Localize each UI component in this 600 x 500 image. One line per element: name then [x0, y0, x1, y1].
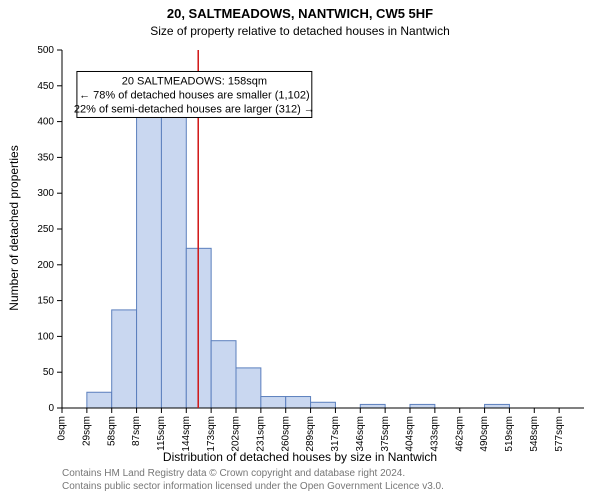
histogram-bar — [485, 404, 510, 408]
x-tick-label: 433sqm — [429, 416, 440, 452]
histogram-bar — [112, 310, 137, 408]
y-tick-label: 400 — [37, 117, 54, 128]
histogram-bar — [161, 111, 186, 408]
histogram-bar — [311, 402, 336, 408]
y-tick-label: 450 — [37, 81, 54, 92]
histogram-bar — [286, 397, 311, 408]
annotation-line-3: 22% of semi-detached houses are larger (… — [74, 103, 315, 115]
annotation-line-1: 20 SALTMEADOWS: 158sqm — [122, 75, 267, 87]
x-tick-label: 375sqm — [380, 416, 391, 452]
histogram-bar — [261, 397, 286, 408]
x-tick-label: 0sqm — [57, 416, 68, 440]
x-tick-label: 58sqm — [106, 416, 117, 446]
histogram-bar — [137, 112, 162, 408]
footer-line-2: Contains public sector information licen… — [62, 481, 444, 494]
x-tick-label: 289sqm — [305, 416, 316, 452]
histogram-bar — [211, 341, 236, 408]
footer-line-1: Contains HM Land Registry data © Crown c… — [62, 468, 444, 481]
y-tick-label: 350 — [37, 152, 54, 163]
x-tick-label: 577sqm — [554, 416, 565, 452]
x-tick-label: 144sqm — [181, 416, 192, 452]
y-tick-label: 100 — [37, 331, 54, 342]
y-tick-label: 500 — [37, 45, 54, 56]
x-tick-label: 346sqm — [355, 416, 366, 452]
y-tick-label: 50 — [43, 367, 55, 378]
x-tick-label: 490sqm — [479, 416, 490, 452]
x-tick-label: 231sqm — [255, 416, 266, 452]
histogram-bar — [410, 404, 435, 408]
y-tick-label: 150 — [37, 296, 54, 307]
x-tick-label: 519sqm — [504, 416, 515, 452]
footer-credits: Contains HM Land Registry data © Crown c… — [62, 468, 444, 493]
y-tick-label: 0 — [48, 403, 54, 414]
x-tick-label: 115sqm — [156, 416, 167, 451]
y-tick-label: 250 — [37, 224, 54, 235]
histogram-bar — [87, 392, 112, 408]
annotation-line-2: ← 78% of detached houses are smaller (1,… — [79, 89, 310, 101]
x-tick-label: 317sqm — [330, 416, 341, 452]
histogram-bar — [360, 404, 385, 408]
x-tick-label: 173sqm — [206, 416, 217, 452]
histogram-svg: 0 50 100 150 200 250 300 350 400 450 500 0sqm 29sqm 5… — [0, 0, 600, 500]
x-tick-label: 202sqm — [231, 416, 242, 452]
x-tick-label: 404sqm — [405, 416, 416, 452]
x-tick-label: 87sqm — [131, 416, 142, 446]
x-tick-label: 462sqm — [454, 416, 465, 452]
x-tick-label: 29sqm — [81, 416, 92, 446]
x-tick-label: 260sqm — [280, 416, 291, 452]
chart-area: 0 50 100 150 200 250 300 350 400 450 500 0sqm 29sqm 5… — [0, 0, 600, 500]
x-tick-label: 548sqm — [529, 416, 540, 452]
y-tick-label: 200 — [37, 260, 54, 271]
page: { "title": "20, SALTMEADOWS, NANTWICH, C… — [0, 0, 600, 500]
y-tick-label: 300 — [37, 188, 54, 199]
histogram-bar — [236, 368, 261, 408]
